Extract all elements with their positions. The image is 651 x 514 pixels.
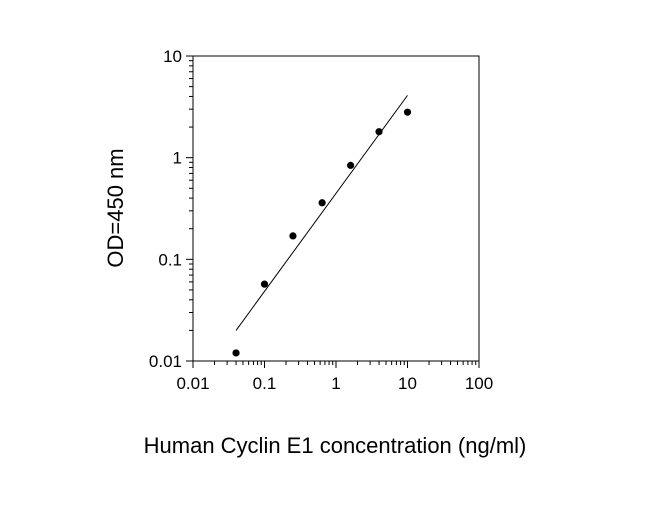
data-point — [260, 280, 269, 288]
data-point — [318, 199, 326, 207]
x-tick-label: 1 — [331, 374, 340, 393]
x-tick-label: 0.01 — [176, 374, 209, 393]
y-axis-title: OD=450 nm — [103, 148, 128, 267]
data-point — [403, 108, 412, 116]
x-axis-tick-labels: 0.01 0.1 1 10 100 — [176, 374, 493, 393]
y-axis-tick-labels: 0.01 0.1 1 10 — [149, 47, 182, 371]
y-axis-ticks — [186, 55, 193, 362]
data-point — [289, 232, 297, 240]
y-tick-label: 10 — [163, 47, 182, 66]
data-points — [232, 108, 412, 357]
x-tick-label: 10 — [398, 374, 417, 393]
x-tick-label: 100 — [465, 374, 493, 393]
y-tick-label: 1 — [173, 149, 182, 168]
data-point — [346, 161, 355, 169]
data-point — [375, 128, 383, 136]
data-point — [232, 349, 240, 357]
x-axis-title: Human Cyclin E1 concentration (ng/ml) — [144, 433, 527, 458]
y-tick-label: 0.01 — [149, 352, 182, 371]
x-axis-ticks — [192, 361, 480, 368]
y-tick-label: 0.1 — [158, 250, 182, 269]
x-tick-label: 0.1 — [253, 374, 277, 393]
plot-frame — [192, 55, 480, 362]
